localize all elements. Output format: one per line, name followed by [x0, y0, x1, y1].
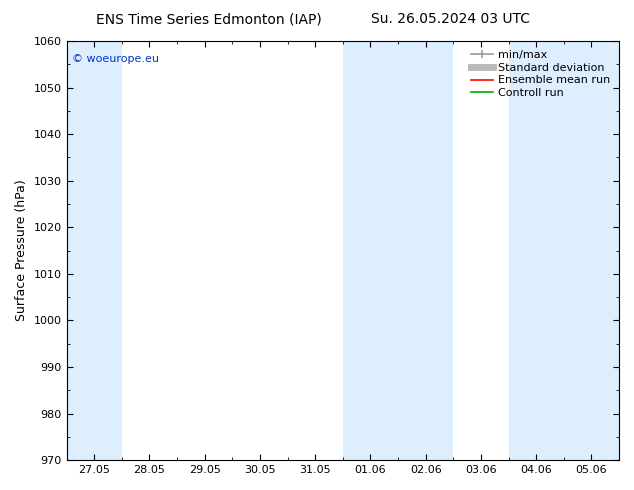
Text: ENS Time Series Edmonton (IAP): ENS Time Series Edmonton (IAP) — [96, 12, 322, 26]
Legend: min/max, Standard deviation, Ensemble mean run, Controll run: min/max, Standard deviation, Ensemble me… — [468, 47, 614, 101]
Bar — [343, 41, 453, 460]
Bar — [67, 41, 122, 460]
Y-axis label: Surface Pressure (hPa): Surface Pressure (hPa) — [15, 180, 28, 321]
Text: © woeurope.eu: © woeurope.eu — [72, 53, 159, 64]
Bar — [508, 41, 619, 460]
Text: Su. 26.05.2024 03 UTC: Su. 26.05.2024 03 UTC — [371, 12, 529, 26]
